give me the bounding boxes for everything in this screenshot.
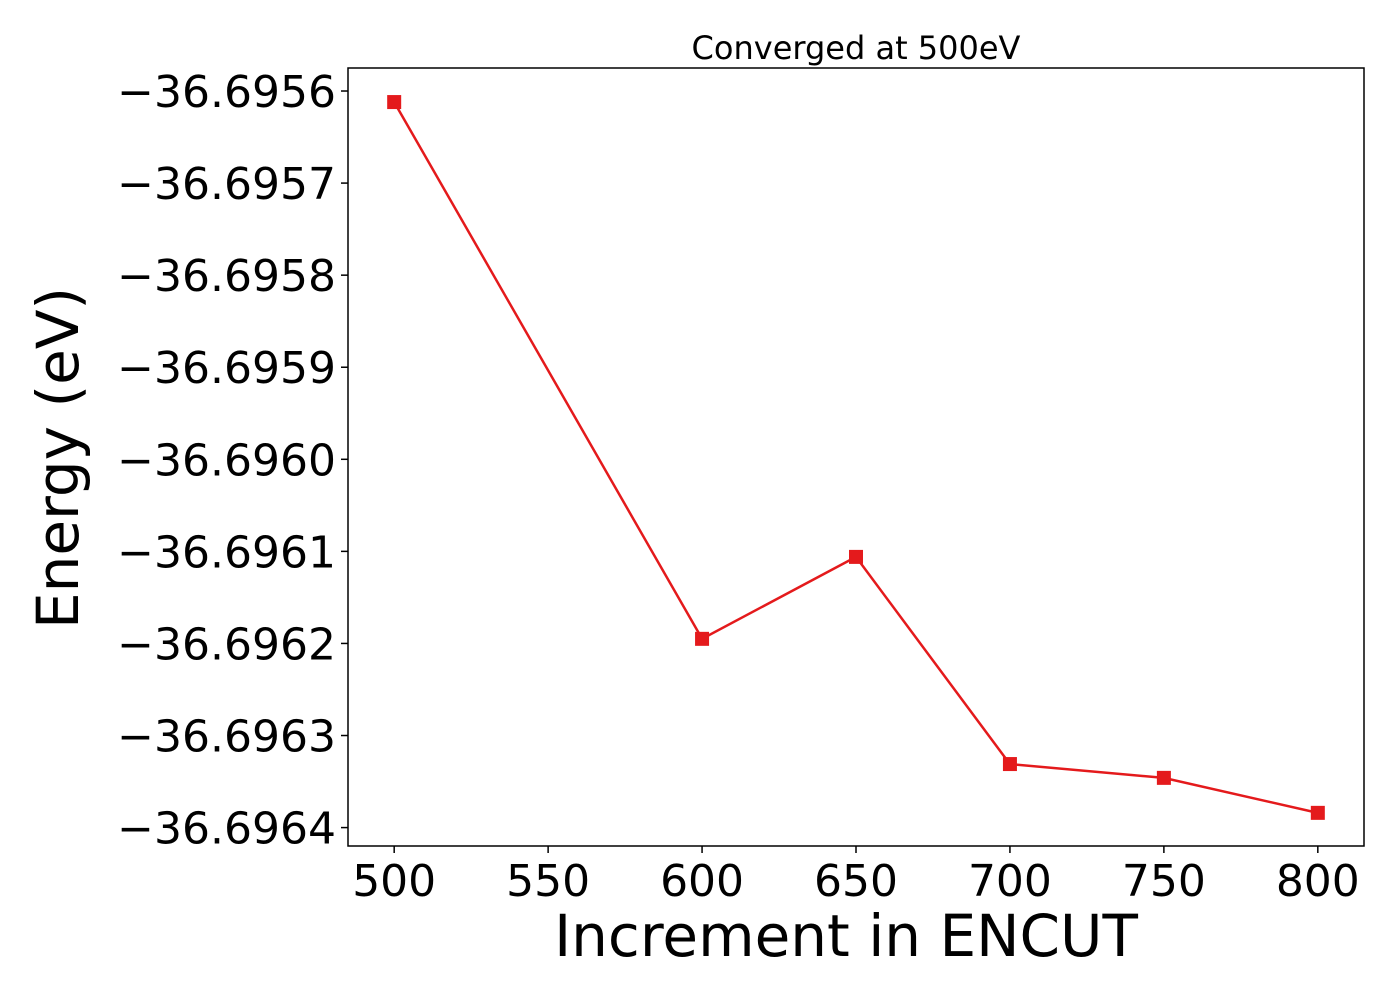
y-tick-label: −36.6957 [117,159,336,210]
x-axis-ticks: 500 550 600 650 700 750 800 [352,846,1360,907]
y-tick-label: −36.6961 [117,527,336,578]
x-tick-label: 750 [1122,856,1206,907]
y-tick-label: −36.6956 [117,67,336,118]
x-tick-label: 800 [1276,856,1360,907]
x-tick-label: 600 [660,856,744,907]
series-layer [387,95,1325,820]
y-tick-label: −36.6958 [117,251,336,302]
data-point-marker [1310,805,1325,820]
data-point-marker [1156,770,1171,785]
chart-title: Converged at 500eV [692,29,1021,67]
x-tick-label: 650 [814,856,898,907]
y-tick-label: −36.6959 [117,343,336,394]
y-tick-label: −36.6963 [117,712,336,763]
series-line [393,101,1319,815]
y-axis-label: Energy (eV) [24,287,92,629]
x-tick-label: 500 [352,856,436,907]
data-point-marker [849,549,863,564]
plot-area-frame [347,67,1365,847]
x-tick-label: 550 [506,856,590,907]
data-point-marker [1002,757,1017,772]
data-point-marker [695,631,710,646]
x-tick-label: 700 [968,856,1052,907]
y-tick-label: −36.6960 [117,435,336,486]
data-point-marker [387,95,402,110]
y-axis-ticks: −36.6956 −36.6957 −36.6958 −36.6959 −36.6960… [117,67,348,855]
y-tick-label: −36.6962 [117,619,336,670]
x-axis-label: Increment in ENCUT [554,902,1138,970]
y-tick-label: −36.6964 [117,804,336,855]
